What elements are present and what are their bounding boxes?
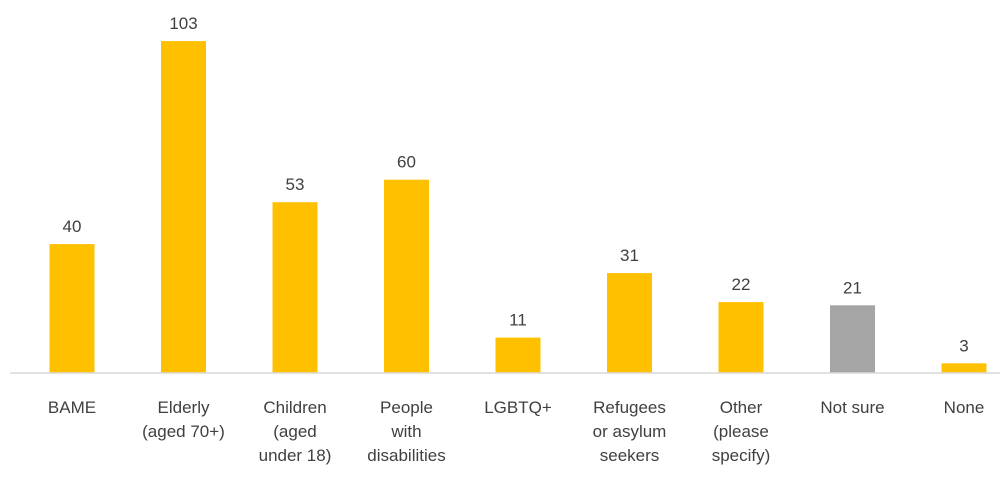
category-labels-group: BAME Elderly (aged 70+) Children (aged under …	[48, 398, 984, 465]
category-label-2-line-1: (aged	[273, 422, 316, 441]
category-label-4-line-0: LGBTQ+	[484, 398, 552, 417]
category-label-6-line-2: specify)	[712, 446, 771, 465]
category-label-2-line-2: under 18)	[259, 446, 332, 465]
category-label-1-line-0: Elderly	[158, 398, 210, 417]
category-label-1-line-1: (aged 70+)	[142, 422, 225, 441]
category-label-5-line-0: Refugees	[593, 398, 666, 417]
category-label-0-line-0: BAME	[48, 398, 96, 417]
bar-5	[607, 273, 652, 373]
category-label-2-line-0: Children	[263, 398, 326, 417]
value-label-1: 103	[169, 14, 197, 33]
value-label-7: 21	[843, 278, 862, 297]
bars-group	[49, 41, 987, 373]
category-label-8-line-0: None	[944, 398, 985, 417]
bar-6	[718, 302, 764, 373]
bar-0	[49, 244, 95, 373]
value-label-6: 22	[732, 275, 751, 294]
value-label-2: 53	[286, 175, 305, 194]
category-label-3-line-1: with	[390, 422, 421, 441]
category-label-3-line-0: People	[380, 398, 433, 417]
bar-7	[830, 305, 875, 373]
value-label-4: 11	[509, 311, 527, 330]
value-label-3: 60	[397, 153, 416, 172]
category-label-5-line-2: seekers	[600, 446, 660, 465]
bar-4	[495, 337, 541, 373]
category-label-6-line-1: (please	[713, 422, 769, 441]
category-label-5-line-1: or asylum	[593, 422, 667, 441]
bar-8	[941, 363, 987, 373]
value-label-5: 31	[620, 246, 639, 265]
category-label-7-line-0: Not sure	[820, 398, 884, 417]
bar-3	[384, 179, 429, 373]
value-label-8: 3	[959, 336, 968, 355]
category-label-3-line-2: disabilities	[367, 446, 445, 465]
bar-2	[272, 202, 318, 373]
bar-1	[161, 41, 206, 373]
category-label-6-line-0: Other	[720, 398, 763, 417]
value-label-0: 40	[63, 217, 82, 236]
value-labels-group: 40 103 53 60 11 31 22 21 3	[63, 14, 969, 355]
